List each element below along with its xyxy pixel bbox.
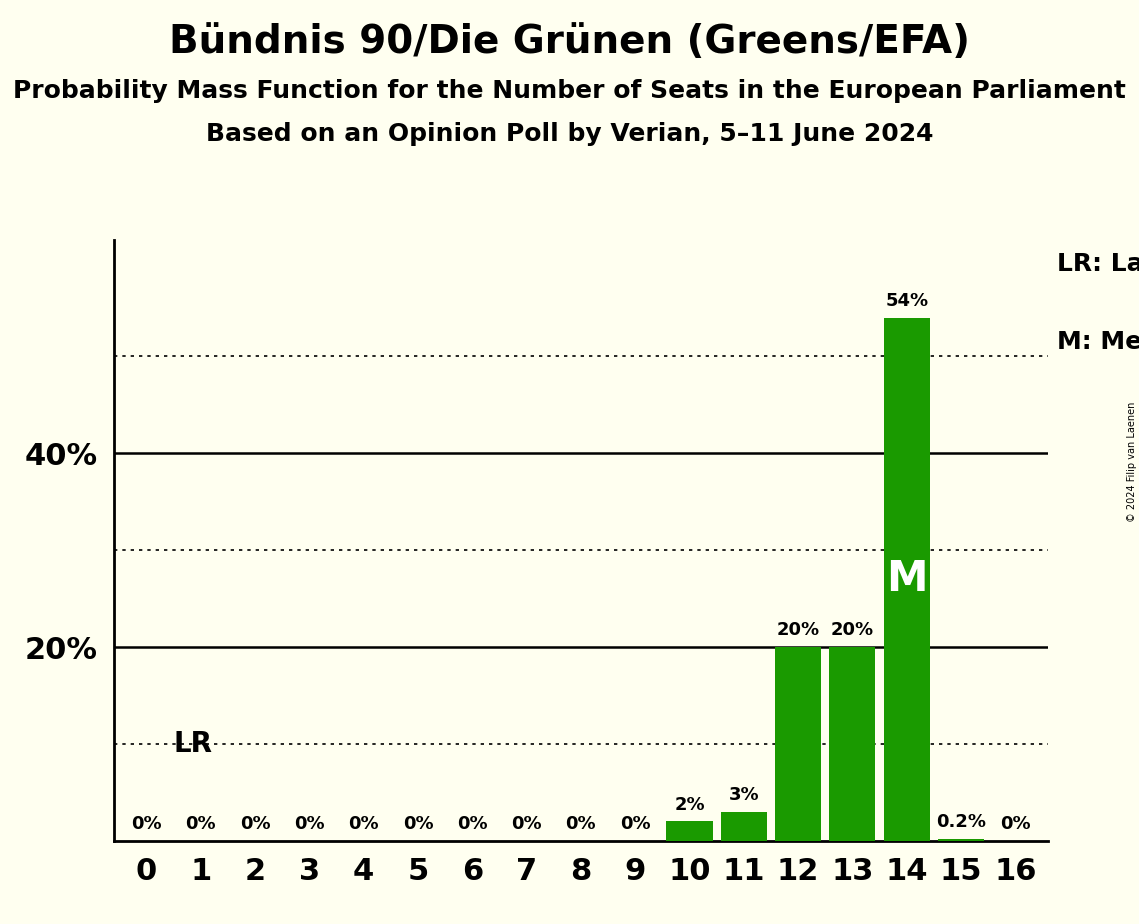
Text: Bündnis 90/Die Grünen (Greens/EFA): Bündnis 90/Die Grünen (Greens/EFA) xyxy=(169,23,970,61)
Text: 0%: 0% xyxy=(457,815,487,833)
Text: 0%: 0% xyxy=(131,815,162,833)
Text: Probability Mass Function for the Number of Seats in the European Parliament: Probability Mass Function for the Number… xyxy=(13,79,1126,103)
Text: 0%: 0% xyxy=(1000,815,1031,833)
Text: 20%: 20% xyxy=(777,621,820,639)
Bar xyxy=(666,821,713,841)
Text: 0%: 0% xyxy=(511,815,542,833)
Text: 2%: 2% xyxy=(674,796,705,814)
Text: © 2024 Filip van Laenen: © 2024 Filip van Laenen xyxy=(1126,402,1137,522)
Text: 0%: 0% xyxy=(403,815,433,833)
Text: 3%: 3% xyxy=(729,786,759,804)
Text: 20%: 20% xyxy=(830,621,874,639)
Bar xyxy=(721,812,767,841)
Text: LR: LR xyxy=(173,731,213,759)
Bar xyxy=(829,647,876,841)
Text: 0%: 0% xyxy=(240,815,270,833)
Text: M: Median: M: Median xyxy=(1057,331,1139,354)
Bar xyxy=(884,318,929,841)
Bar xyxy=(775,647,821,841)
Text: 0%: 0% xyxy=(349,815,379,833)
Text: 0.2%: 0.2% xyxy=(936,813,986,832)
Text: Based on an Opinion Poll by Verian, 5–11 June 2024: Based on an Opinion Poll by Verian, 5–11… xyxy=(206,122,933,146)
Text: 0%: 0% xyxy=(294,815,325,833)
Text: M: M xyxy=(886,558,927,601)
Bar xyxy=(937,839,984,841)
Text: 0%: 0% xyxy=(566,815,596,833)
Text: 0%: 0% xyxy=(186,815,216,833)
Text: LR: Last Result: LR: Last Result xyxy=(1057,252,1139,276)
Text: 54%: 54% xyxy=(885,292,928,310)
Text: 0%: 0% xyxy=(620,815,650,833)
